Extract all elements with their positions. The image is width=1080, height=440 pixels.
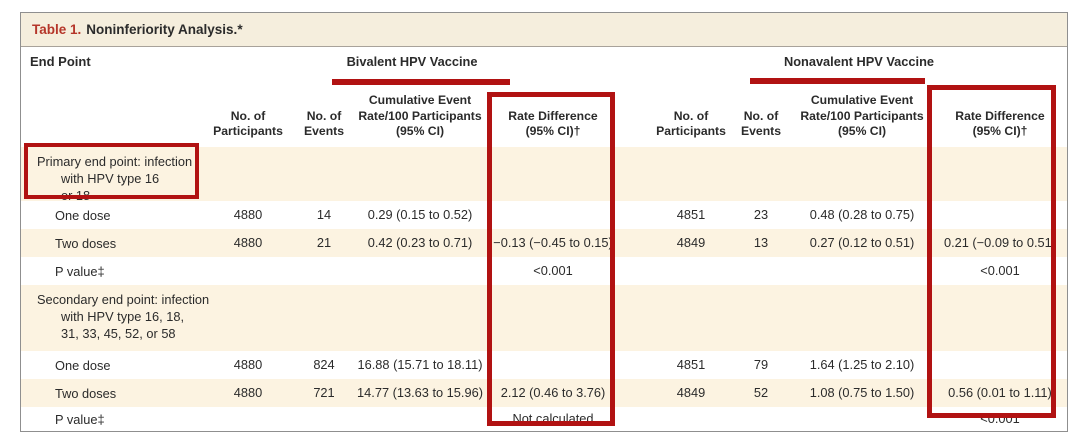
cell-bivalent-events: 21: [316, 234, 332, 250]
row-label: P value‡: [55, 412, 105, 427]
cell-nonavalent-rate: 1.64 (1.25 to 2.10): [809, 356, 915, 372]
row-label: One dose: [55, 207, 111, 223]
group-header-bivalent: Bivalent HPV Vaccine: [346, 54, 478, 69]
endpoint-column-header: End Point: [30, 54, 91, 69]
cell-nonavalent-diff: <0.001: [980, 411, 1020, 427]
section-label-primary: Primary end point: infection with HPV ty…: [37, 154, 193, 203]
table-row-section-primary: Primary end point: infection with HPV ty…: [21, 147, 1067, 203]
cell-nonavalent-events: 13: [753, 234, 769, 250]
cell-nonavalent-events: 23: [753, 206, 769, 222]
table-row-section-secondary: Secondary end point: infection with HPV …: [21, 285, 1067, 351]
cell-bivalent-events: 14: [316, 206, 332, 222]
table-row-p-value-primary: P value‡ <0.001 <0.001: [21, 257, 1067, 285]
table-frame: Table 1. Noninferiority Analysis.* End P…: [20, 12, 1068, 432]
table-title-bar: Table 1. Noninferiority Analysis.*: [21, 13, 1067, 47]
table-row-p-value-secondary: P value‡ Not calculated <0.001: [21, 407, 1067, 432]
subheader-nonavalent-participants: No. of Participants: [656, 108, 726, 139]
subheader-nonavalent-diff: Rate Difference (95% CI)†: [955, 108, 1045, 139]
cell-bivalent-diff: <0.001: [533, 262, 573, 278]
table-row-one-dose-primary: One dose 4880 14 0.29 (0.15 to 0.52) 485…: [21, 201, 1067, 229]
row-label: Two doses: [55, 385, 117, 401]
group-header-row: End Point Bivalent HPV Vaccine Nonavalen…: [21, 54, 1067, 69]
cell-nonavalent-participants: 4849: [676, 384, 706, 400]
cell-nonavalent-diff: 0.21 (−0.09 to 0.51): [943, 234, 1057, 250]
cell-bivalent-participants: 4880: [233, 206, 263, 222]
subheader-bivalent-diff: Rate Difference (95% CI)†: [508, 108, 598, 139]
cell-nonavalent-events: 79: [753, 356, 769, 372]
subheader-bivalent-participants: No. of Participants: [213, 108, 283, 139]
cell-bivalent-rate: 0.42 (0.23 to 0.71): [367, 234, 473, 250]
cell-nonavalent-participants: 4851: [676, 206, 706, 222]
cell-nonavalent-rate: 1.08 (0.75 to 1.50): [809, 384, 915, 400]
cell-bivalent-rate: 16.88 (15.71 to 18.11): [357, 356, 483, 372]
table-row-two-doses-secondary: Two doses 4880 721 14.77 (13.63 to 15.96…: [21, 379, 1067, 407]
cell-bivalent-rate: 14.77 (13.63 to 15.96): [357, 384, 483, 400]
subheader-nonavalent-rate: Cumulative Event Rate/100 Participants (…: [800, 93, 924, 139]
cell-nonavalent-diff: 0.56 (0.01 to 1.11): [948, 384, 1052, 400]
row-label: P value‡: [55, 263, 105, 279]
subheader-bivalent-events: No. of Events: [304, 108, 344, 139]
group-header-spacer: [621, 54, 651, 69]
table-row-one-dose-secondary: One dose 4880 824 16.88 (15.71 to 18.11)…: [21, 351, 1067, 379]
group-header-nonavalent: Nonavalent HPV Vaccine: [783, 54, 935, 69]
cell-bivalent-diff: 2.12 (0.46 to 3.76): [500, 384, 606, 400]
cell-bivalent-participants: 4880: [233, 356, 263, 372]
subheader-nonavalent-events: No. of Events: [741, 108, 781, 139]
cell-bivalent-diff: −0.13 (−0.45 to 0.15): [493, 234, 613, 250]
cell-bivalent-events: 824: [313, 356, 335, 372]
cell-bivalent-participants: 4880: [233, 384, 263, 400]
subheader-row: No. of Participants No. of Events Cumula…: [21, 93, 1067, 140]
cell-nonavalent-rate: 0.48 (0.28 to 0.75): [809, 206, 915, 222]
cell-bivalent-participants: 4880: [233, 234, 263, 250]
subheader-bivalent-rate: Cumulative Event Rate/100 Participants (…: [358, 93, 482, 139]
table-number: Table 1.: [32, 22, 82, 37]
cell-nonavalent-participants: 4849: [676, 234, 706, 250]
cell-bivalent-rate: 0.29 (0.15 to 0.52): [367, 206, 473, 222]
section-label-secondary: Secondary end point: infection with HPV …: [37, 292, 210, 341]
row-label: One dose: [55, 357, 111, 373]
cell-nonavalent-participants: 4851: [676, 356, 706, 372]
cell-nonavalent-events: 52: [753, 384, 769, 400]
table-header: End Point Bivalent HPV Vaccine Nonavalen…: [21, 47, 1067, 147]
cell-nonavalent-diff: <0.001: [980, 262, 1020, 278]
row-label: Two doses: [55, 235, 117, 251]
cell-bivalent-diff: Not calculated: [512, 411, 594, 427]
cell-bivalent-events: 721: [313, 384, 335, 400]
cell-nonavalent-rate: 0.27 (0.12 to 0.51): [809, 234, 915, 250]
table-row-two-doses-primary: Two doses 4880 21 0.42 (0.23 to 0.71) −0…: [21, 229, 1067, 257]
table-title: Noninferiority Analysis.*: [86, 22, 243, 37]
